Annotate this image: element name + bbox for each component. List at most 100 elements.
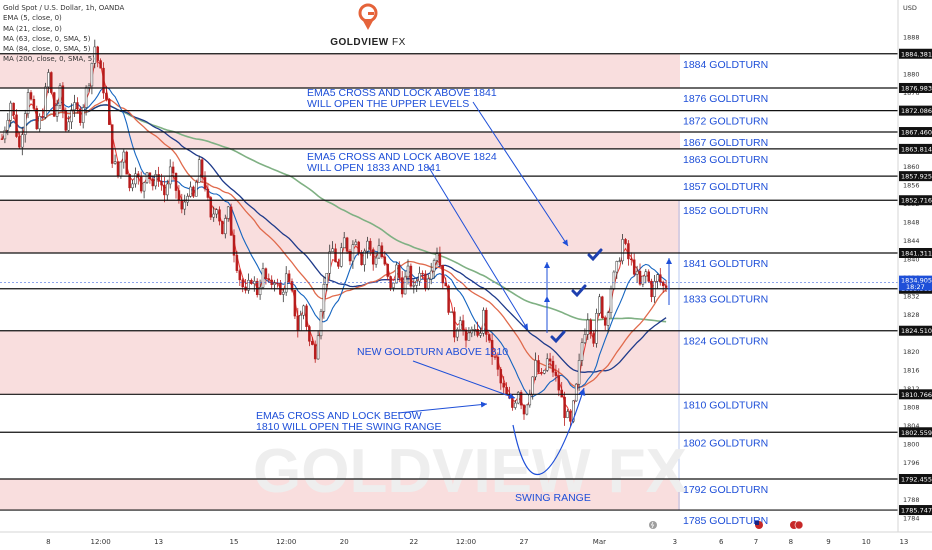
candle-body bbox=[287, 273, 291, 282]
indicator-ma84[interactable]: MA (84, close, 0, SMA, 5) bbox=[3, 45, 91, 54]
ma21-line bbox=[1, 86, 667, 398]
goldturn-label: 1833 GOLDTURN bbox=[683, 294, 768, 306]
time-tick: 22 bbox=[409, 538, 418, 546]
price-badge bbox=[899, 247, 932, 258]
price-tick: 1860 bbox=[903, 163, 920, 171]
candle-body bbox=[76, 102, 79, 110]
candle-body bbox=[627, 243, 630, 260]
candle-body bbox=[302, 305, 305, 316]
event-icons[interactable] bbox=[649, 520, 804, 530]
candle-body bbox=[447, 285, 450, 313]
time-axis[interactable]: 8 12:00 13 15 12:00 20 22 12:00 27 Mar 3 6 7 8 9 10 13 bbox=[46, 538, 908, 546]
us-flag-canton-icon bbox=[755, 521, 759, 525]
candle-body bbox=[229, 206, 233, 236]
candle-body bbox=[337, 261, 340, 267]
candle-body bbox=[496, 356, 500, 370]
location-pin-icon bbox=[358, 3, 378, 30]
candle-body bbox=[467, 332, 471, 341]
candle-body bbox=[641, 275, 645, 285]
annotation-text: SWING RANGE bbox=[515, 492, 591, 504]
us-flag-event-icon-3[interactable] bbox=[794, 520, 804, 530]
candle-body bbox=[444, 282, 447, 287]
candle-body bbox=[284, 273, 288, 293]
candle-body bbox=[195, 182, 198, 197]
indicator-ma63[interactable]: MA (63, close, 0, SMA, 5) bbox=[3, 34, 91, 43]
candle-body bbox=[485, 309, 488, 335]
goldturn-labels: 1884 GOLDTURN 1876 GOLDTURN 1872 GOLDTURN 1… bbox=[683, 59, 768, 527]
candle-body bbox=[3, 129, 7, 140]
price-badge bbox=[899, 127, 932, 138]
goldturn-label: 1857 GOLDTURN bbox=[683, 181, 768, 193]
candle-body bbox=[569, 411, 572, 422]
chart-legend[interactable]: Gold Spot / U.S. Dollar, 1h, OANDA EMA (… bbox=[3, 3, 124, 65]
candle-body bbox=[540, 372, 543, 374]
candle-body bbox=[15, 114, 18, 137]
candle-body bbox=[400, 277, 404, 295]
price-tick: 1888 bbox=[903, 34, 920, 42]
candle-body bbox=[293, 290, 297, 317]
candle-body bbox=[325, 272, 329, 285]
price-tick: 1808 bbox=[903, 404, 920, 412]
candle-body bbox=[371, 249, 375, 265]
candle-body bbox=[366, 240, 369, 252]
candle-body bbox=[79, 108, 82, 123]
indicator-ma21[interactable]: MA (21, close, 0) bbox=[3, 24, 62, 33]
candle-body bbox=[41, 115, 44, 118]
time-tick: 7 bbox=[754, 538, 758, 546]
price-tick: 1856 bbox=[903, 182, 920, 190]
candle-body bbox=[450, 311, 453, 313]
candle-body bbox=[403, 276, 407, 295]
candle-body bbox=[110, 124, 114, 164]
candle-body bbox=[342, 237, 346, 249]
candle-body bbox=[580, 342, 584, 361]
candle-body bbox=[354, 241, 358, 245]
candle-body bbox=[618, 260, 621, 262]
candle-body bbox=[168, 166, 172, 185]
candle-body bbox=[340, 247, 343, 267]
candle-body bbox=[308, 326, 311, 342]
candle-body bbox=[163, 184, 166, 196]
candle-body bbox=[273, 282, 276, 285]
candle-body bbox=[563, 396, 566, 418]
candle-body bbox=[247, 279, 250, 291]
price-badge bbox=[899, 171, 932, 182]
candle-body bbox=[23, 113, 27, 135]
time-tick: 12:00 bbox=[91, 538, 111, 546]
candle-body bbox=[490, 340, 494, 357]
candle-body bbox=[487, 334, 491, 341]
candle-body bbox=[479, 333, 482, 336]
candle-body bbox=[166, 183, 169, 196]
time-axis-bg bbox=[0, 532, 932, 550]
indicator-ema5[interactable]: EMA (5, close, 0) bbox=[3, 14, 62, 23]
candle-body bbox=[601, 296, 604, 319]
candle-body bbox=[299, 314, 302, 331]
candle-body bbox=[316, 335, 320, 360]
price-axis[interactable]: 1888188418801876187218681864186018561852… bbox=[899, 34, 932, 523]
candle-body bbox=[548, 358, 552, 362]
price-badge-text: 1867.460 bbox=[901, 129, 932, 137]
goldturn-label: 1867 GOLDTURN bbox=[683, 137, 768, 149]
logo-text-fx: FX bbox=[391, 37, 406, 48]
candle-body bbox=[557, 375, 561, 391]
candle-body bbox=[218, 209, 221, 222]
price-tick: 1796 bbox=[903, 459, 920, 467]
time-tick: 12:00 bbox=[456, 538, 476, 546]
annotation-arrow bbox=[427, 165, 529, 331]
candle-body bbox=[441, 264, 445, 284]
candle-body bbox=[209, 197, 213, 218]
symbol-title[interactable]: Gold Spot / U.S. Dollar, 1h, OANDA bbox=[3, 4, 125, 12]
candle-body bbox=[514, 402, 517, 408]
candle-body bbox=[139, 176, 143, 192]
candle-body bbox=[395, 264, 398, 284]
candle-body bbox=[32, 98, 36, 109]
indicator-ma200[interactable]: MA (200, close, 0, SMA, 5) bbox=[3, 55, 95, 64]
candle-body bbox=[415, 280, 418, 286]
candle-body bbox=[482, 309, 485, 334]
candle-body bbox=[630, 258, 633, 261]
goldturn-label: 1852 GOLDTURN bbox=[683, 205, 768, 217]
time-tick: 10 bbox=[862, 538, 871, 546]
currency-label: USD bbox=[903, 4, 917, 12]
last-price-badge[interactable] bbox=[899, 275, 932, 291]
candle-body bbox=[319, 311, 323, 337]
